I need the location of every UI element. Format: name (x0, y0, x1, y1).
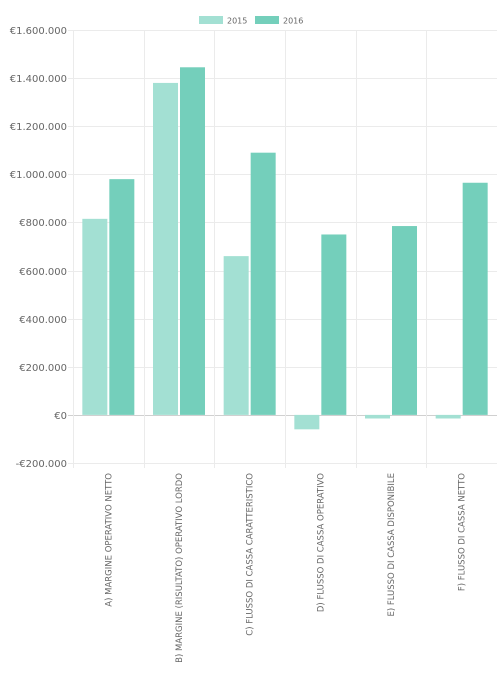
x-tick-label: B) MARGINE (RISULTATO) OPERATIVO LORDO (175, 473, 185, 663)
y-tick-label: €400.000 (19, 315, 67, 326)
bar-2016-1[interactable] (109, 179, 135, 415)
y-tick-label: €1.000.000 (10, 170, 67, 181)
y-tick-label: €200.000 (19, 363, 67, 374)
bar-2015-3[interactable] (223, 256, 249, 415)
bar-2016-3[interactable] (250, 152, 276, 415)
x-tick-label: F) FLUSSO DI CASSA NETTO (458, 473, 468, 591)
x-tick-label: E) FLUSSO DI CASSA DISPONIBILE (387, 473, 397, 617)
y-axis: €1.600.000 €1.400.000 €1.200.000 €1.000.000… (10, 26, 67, 470)
x-tick-label: C) FLUSSO DI CASSA CARATTERISTICO (246, 473, 256, 636)
y-tick-label: €600.000 (19, 267, 67, 278)
bar-2016-5[interactable] (392, 226, 417, 415)
y-tick-label: €800.000 (19, 218, 67, 229)
y-tick-label: €1.200.000 (10, 122, 67, 133)
y-tick-label: €1.600.000 (10, 26, 67, 37)
x-tick-label: D) FLUSSO DI CASSA OPERATIVO (316, 473, 326, 612)
x-tick-label: A) MARGINE OPERATIVO NETTO (104, 473, 114, 607)
legend-label-2015[interactable]: 2015 (227, 17, 247, 26)
bar-2015-2[interactable] (153, 82, 178, 415)
bar-2016-2[interactable] (180, 67, 205, 415)
y-tick-label: €0 (54, 411, 67, 422)
bar-2015-1[interactable] (82, 218, 108, 415)
legend-swatch-2016[interactable] (255, 16, 279, 24)
grid-lines (68, 30, 497, 468)
bar-2016-6[interactable] (462, 182, 488, 415)
legend-swatch-2015[interactable] (199, 16, 223, 24)
bars (82, 67, 488, 430)
bar-2016-4[interactable] (321, 234, 347, 415)
legend[interactable]: 2015 2016 (199, 16, 303, 26)
y-tick-label: €1.400.000 (10, 74, 67, 85)
y-tick-label: -€200.000 (16, 459, 67, 470)
bar-2015-4[interactable] (294, 414, 320, 430)
bar-2015-5[interactable] (365, 414, 390, 419)
bar-2015-6[interactable] (435, 414, 461, 419)
legend-label-2016[interactable]: 2016 (283, 17, 303, 26)
x-axis: A) MARGINE OPERATIVO NETTO B) MARGINE (RI… (104, 473, 467, 663)
